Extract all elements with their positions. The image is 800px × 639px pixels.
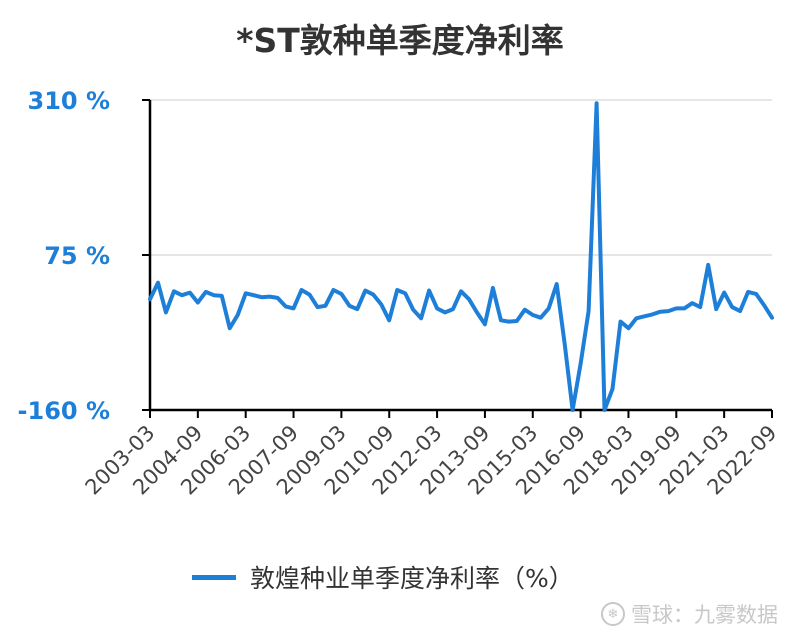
y-tick-label: 310 % <box>28 87 111 115</box>
y-tick-label: 75 % <box>44 242 110 270</box>
snowball-icon: ❄ <box>601 602 625 626</box>
y-axis-ticks: 310 % 75 % -160 % <box>18 87 150 425</box>
legend: 敦煌种业单季度净利率（%） <box>192 560 574 594</box>
legend-label: 敦煌种业单季度净利率（%） <box>250 559 574 595</box>
series-line-net-margin <box>150 103 772 410</box>
grid-layer <box>150 100 772 255</box>
watermark: ❄ 雪球：九雾数据 <box>601 599 778 629</box>
x-axis-ticks: 2003-032004-092006-032007-092009-032010-… <box>81 410 782 500</box>
y-tick-label: -160 % <box>18 397 110 425</box>
legend-swatch <box>192 575 236 580</box>
watermark-text: 雪球：九雾数据 <box>631 599 778 629</box>
